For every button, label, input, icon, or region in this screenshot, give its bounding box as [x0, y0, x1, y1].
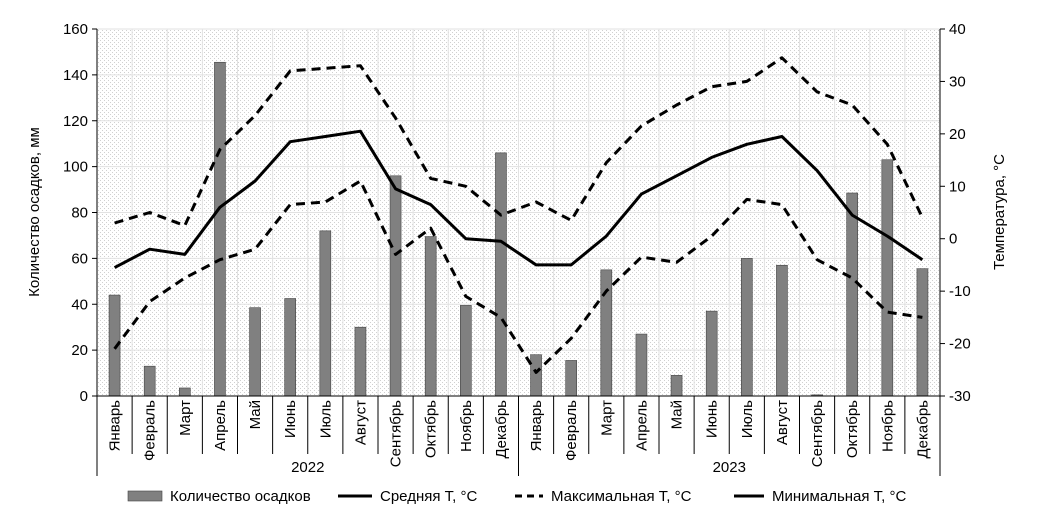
legend-label: Количество осадков: [170, 488, 311, 505]
category-label: Октябрь: [844, 400, 861, 458]
year-group-labels: 2022 2023: [291, 459, 746, 476]
precipitation-bar: [846, 192, 858, 397]
y2-tick-label: 20: [949, 126, 966, 143]
precipitation-bar: [495, 152, 507, 397]
y-tick-label: 160: [63, 21, 88, 38]
category-label: Июль: [739, 400, 756, 438]
precipitation-bar: [319, 230, 332, 397]
category-label: Июль: [317, 400, 334, 438]
legend-label: Средняя Т, °С: [380, 488, 477, 505]
precipitation-bar: [916, 268, 929, 397]
y2-tick-label: 10: [949, 178, 966, 195]
category-label: Апрель: [212, 400, 229, 451]
precipitation-bar: [530, 354, 542, 397]
category-label: Август: [352, 400, 369, 445]
category-label: Сентябрь: [388, 400, 405, 467]
y2-tick-label: 0: [949, 231, 957, 248]
y2-tick-label: -30: [949, 388, 971, 405]
temperature-series-line-2: [114, 56, 924, 228]
precipitation-bar: [600, 269, 613, 397]
year-group-label: 2022: [291, 459, 324, 476]
precipitation-bar: [705, 310, 718, 397]
precipitation-bar: [179, 387, 191, 397]
precipitation-bar: [354, 326, 367, 397]
precipitation-bar: [776, 264, 788, 397]
y2-tick-label: -10: [949, 283, 971, 300]
left-axis-ticks: 0 20 40 60 80 100 120 140 160: [63, 21, 97, 405]
category-label: Июнь: [282, 400, 299, 438]
y-tick-label: 0: [80, 388, 88, 405]
y-tick-label: 100: [63, 159, 88, 176]
y2-axis-title: Температура, °C: [991, 154, 1008, 270]
category-label: Февраль: [563, 400, 580, 461]
precipitation-bar: [249, 307, 261, 397]
precipitation-bars: [108, 61, 929, 397]
temperature-series-line-3: [113, 179, 923, 374]
y-tick-label: 120: [63, 113, 88, 130]
category-label: Март: [598, 400, 615, 436]
y2-tick-label: 30: [949, 73, 966, 90]
y2-tick-label: -20: [949, 336, 971, 353]
y-tick-label: 20: [71, 342, 88, 359]
precipitation-bar: [881, 159, 894, 397]
category-label: Май: [669, 400, 686, 429]
y-tick-label: 40: [71, 296, 88, 313]
legend-label: Максимальная Т, °С: [551, 488, 692, 505]
category-label: Август: [774, 400, 791, 445]
category-label: Ноябрь: [879, 400, 896, 452]
temperature-series-line-1: [113, 129, 924, 269]
precipitation-bar: [284, 298, 296, 397]
precipitation-bar: [460, 305, 472, 397]
precipitation-bar: [214, 61, 226, 397]
category-label: Май: [247, 400, 264, 429]
category-label: Октябрь: [423, 400, 440, 458]
precipitation-bar: [565, 360, 577, 397]
category-label: Январь: [107, 400, 124, 452]
category-label: Январь: [528, 400, 545, 452]
legend-swatch-bar: [127, 490, 163, 502]
precipitation-bar: [389, 175, 402, 397]
temperature-lines: [113, 56, 924, 374]
y-tick-label: 140: [63, 67, 88, 84]
category-label: Сентябрь: [809, 400, 826, 467]
y-tick-label: 80: [71, 205, 88, 222]
precipitation-bar: [635, 333, 648, 397]
precipitation-bar: [670, 375, 683, 397]
precipitation-bar: [143, 365, 156, 397]
precipitation-bar: [741, 258, 753, 397]
category-label: Апрель: [633, 400, 650, 451]
category-label: Декабрь: [493, 400, 510, 459]
category-label: Декабрь: [914, 400, 931, 459]
year-group-label: 2023: [713, 459, 746, 476]
category-label: Ноябрь: [458, 400, 475, 452]
grid: [97, 28, 940, 396]
legend: Количество осадков Средняя Т, °С Максималь…: [127, 488, 907, 505]
precipitation-bar: [424, 236, 437, 397]
category-label: Июнь: [704, 400, 721, 438]
category-labels: Январь Февраль Март Апрель Май Июнь Июль Август…: [107, 400, 932, 467]
right-axis-ticks: -30 -20 -10 0 10 20 30 40: [940, 21, 971, 405]
y2-tick-label: 40: [949, 21, 966, 38]
category-label: Март: [177, 400, 194, 436]
category-label: Февраль: [142, 400, 159, 461]
y-axis-title: Количество осадков, мм: [26, 127, 43, 297]
y-tick-label: 60: [71, 250, 88, 267]
legend-label: Минимальная Т, °С: [772, 488, 907, 505]
